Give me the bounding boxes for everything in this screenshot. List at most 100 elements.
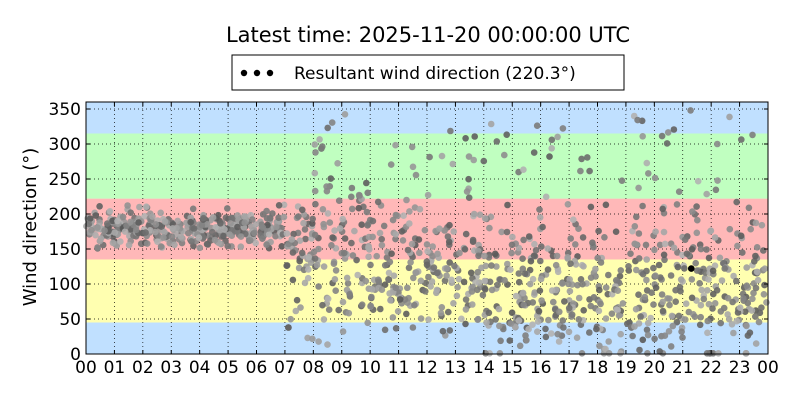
data-point (295, 213, 302, 220)
data-point (572, 241, 579, 248)
data-point (556, 308, 563, 316)
data-point (711, 234, 719, 241)
data-point (323, 187, 331, 195)
data-point (392, 325, 400, 332)
data-point (697, 245, 705, 253)
data-point (385, 276, 392, 283)
data-point (545, 316, 552, 324)
data-point (530, 149, 538, 156)
data-point (758, 304, 765, 312)
legend-marker-dot (240, 69, 248, 77)
data-point (753, 268, 761, 276)
data-point (592, 265, 599, 273)
data-point (725, 315, 733, 323)
direction-band (86, 102, 768, 134)
data-point (394, 308, 402, 315)
data-point (693, 267, 701, 274)
data-point (661, 240, 669, 248)
data-point (226, 231, 233, 238)
data-point (739, 249, 746, 256)
x-tick-label: 14 (473, 358, 495, 378)
data-point (392, 235, 399, 243)
data-point (474, 268, 482, 276)
data-point (358, 221, 366, 228)
data-point (750, 289, 757, 297)
data-point (664, 295, 671, 302)
data-point (593, 325, 600, 333)
data-point (689, 208, 696, 215)
data-point (564, 253, 571, 261)
data-point (688, 294, 696, 302)
data-point (200, 214, 207, 222)
data-point (326, 219, 334, 226)
data-point (462, 296, 470, 303)
data-point (263, 241, 270, 248)
data-point (421, 226, 429, 234)
data-point (346, 291, 354, 298)
data-point (465, 194, 473, 201)
data-point (538, 243, 545, 250)
data-point (363, 208, 371, 216)
data-point (527, 257, 535, 265)
data-point (658, 132, 666, 140)
data-point (416, 205, 424, 213)
data-point (525, 233, 533, 240)
data-point (756, 309, 764, 317)
data-point (430, 264, 438, 271)
x-tick-label: 10 (359, 358, 381, 378)
data-point (605, 338, 612, 345)
data-point (289, 276, 297, 284)
data-point (487, 120, 495, 128)
data-point (643, 159, 651, 167)
data-point (117, 238, 124, 245)
data-point (378, 235, 386, 243)
data-point (523, 336, 530, 344)
data-point (311, 255, 319, 262)
data-point (309, 335, 316, 343)
data-point (409, 324, 417, 331)
data-point (292, 307, 300, 315)
data-point (539, 223, 546, 231)
data-point (660, 251, 668, 259)
data-point (618, 177, 626, 184)
data-point (345, 309, 353, 317)
latest-data-point (687, 265, 695, 272)
data-point (587, 203, 595, 211)
data-point (643, 326, 651, 334)
data-point (399, 237, 407, 244)
data-point (534, 318, 542, 325)
data-point (659, 205, 666, 213)
data-point (531, 240, 538, 248)
data-point (752, 219, 760, 227)
data-point (506, 337, 514, 344)
data-point (554, 133, 561, 141)
data-point (272, 223, 280, 231)
data-point (564, 201, 572, 208)
data-point (554, 330, 561, 338)
data-point (114, 217, 121, 225)
data-point (408, 240, 416, 248)
data-point (691, 313, 699, 321)
data-point (634, 116, 641, 124)
data-point (635, 230, 643, 237)
data-point (503, 228, 511, 236)
data-point (127, 209, 134, 216)
data-point (688, 276, 696, 283)
data-point (427, 283, 435, 290)
data-point (660, 228, 668, 236)
data-point (469, 301, 476, 308)
data-point (234, 223, 241, 231)
data-point (408, 143, 416, 151)
x-tick-label: 19 (615, 358, 637, 378)
data-point (752, 252, 759, 260)
data-point (92, 231, 99, 239)
data-point (296, 237, 304, 244)
data-point (682, 316, 689, 323)
data-point (595, 307, 603, 315)
data-point (433, 269, 441, 277)
data-point (651, 246, 658, 254)
data-point (462, 230, 470, 238)
data-point (758, 221, 766, 229)
data-point (152, 228, 159, 236)
data-point (311, 169, 319, 177)
